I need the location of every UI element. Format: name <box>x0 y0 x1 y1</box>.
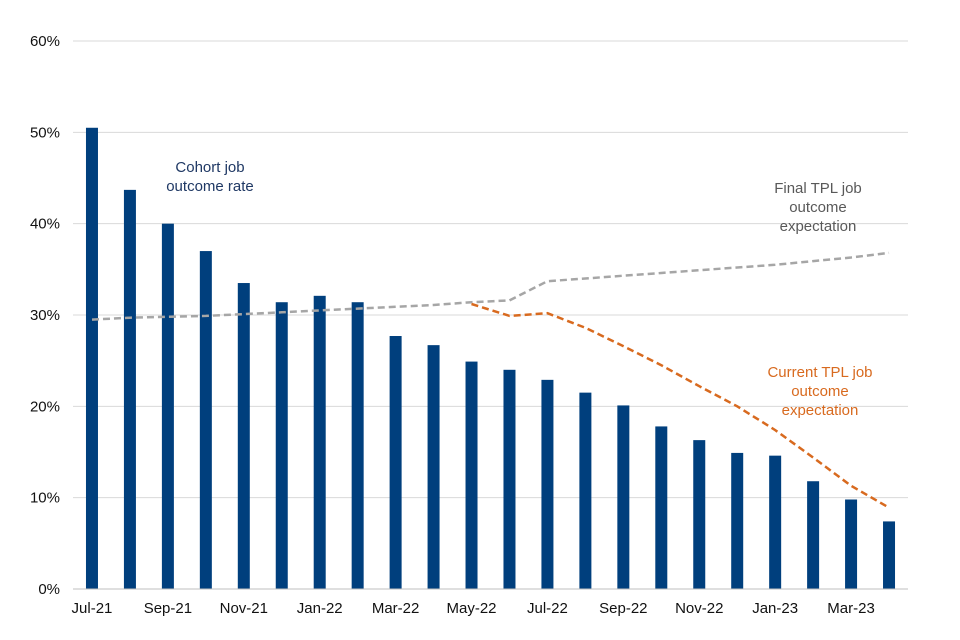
gridlines <box>73 40 908 499</box>
annotation-line: Cohort job <box>175 159 244 176</box>
x-tick-label: Mar-23 <box>827 600 875 617</box>
current-tpl-expectation-line <box>471 302 890 509</box>
x-tick-label: May-22 <box>447 600 497 617</box>
y-axis-ticks: 0% 10% 20% 30% 40% 50% 60% <box>30 33 60 598</box>
x-tick-label: Jul-21 <box>72 600 113 617</box>
annotation-line: expectation <box>780 218 857 235</box>
bar <box>85 127 98 590</box>
bar <box>275 302 288 589</box>
x-tick-label: Jan-23 <box>752 600 798 617</box>
bar <box>693 440 706 589</box>
annotation-line: Current TPL job <box>767 364 872 381</box>
x-axis-ticks: Jul-21 Sep-21 Nov-21 Jan-22 Mar-22 May-22 Jul-… <box>72 600 875 617</box>
x-tick-label: Jan-22 <box>297 600 343 617</box>
bar <box>503 369 516 589</box>
x-tick-label: Nov-21 <box>220 600 268 617</box>
annotation-line: expectation <box>782 402 859 419</box>
bar <box>465 361 478 589</box>
annotation-line: outcome <box>791 383 849 400</box>
annotations: Cohort job outcome rate Final TPL job outco… <box>166 159 872 419</box>
y-tick-label: 60% <box>30 33 60 50</box>
annotation-line: outcome rate <box>166 178 254 195</box>
bar <box>845 499 858 589</box>
y-tick-label: 50% <box>30 124 60 141</box>
x-tick-label: Sep-21 <box>144 600 192 617</box>
series-annotation: Current TPL job outcome expectation <box>767 364 872 419</box>
bar <box>807 481 820 589</box>
bar <box>389 336 402 589</box>
bar <box>427 345 440 589</box>
line-series <box>91 251 890 509</box>
bar <box>617 405 630 589</box>
final-tpl-expectation-line <box>91 251 890 321</box>
y-tick-label: 40% <box>30 216 60 233</box>
bar <box>123 189 136 589</box>
bar <box>313 295 326 589</box>
bar-series <box>85 127 896 590</box>
x-tick-label: Mar-22 <box>372 600 420 617</box>
series-annotation: Final TPL job outcome expectation <box>774 180 862 235</box>
bar <box>769 455 782 589</box>
annotation-line: outcome <box>789 199 847 216</box>
annotation-line: Final TPL job <box>774 180 862 197</box>
bar <box>161 223 174 589</box>
bar <box>199 251 212 590</box>
bar <box>655 426 668 589</box>
y-tick-label: 20% <box>30 398 60 415</box>
bar <box>731 452 744 589</box>
bar <box>237 283 250 589</box>
x-tick-label: Sep-22 <box>599 600 647 617</box>
bar <box>883 521 896 589</box>
series-annotation: Cohort job outcome rate <box>166 159 254 195</box>
bar <box>351 302 364 589</box>
x-tick-label: Jul-22 <box>527 600 568 617</box>
y-tick-label: 10% <box>30 490 60 507</box>
x-tick-label: Nov-22 <box>675 600 723 617</box>
bar <box>541 379 554 589</box>
y-tick-label: 0% <box>38 581 60 598</box>
y-tick-label: 30% <box>30 307 60 324</box>
bar <box>579 392 592 589</box>
